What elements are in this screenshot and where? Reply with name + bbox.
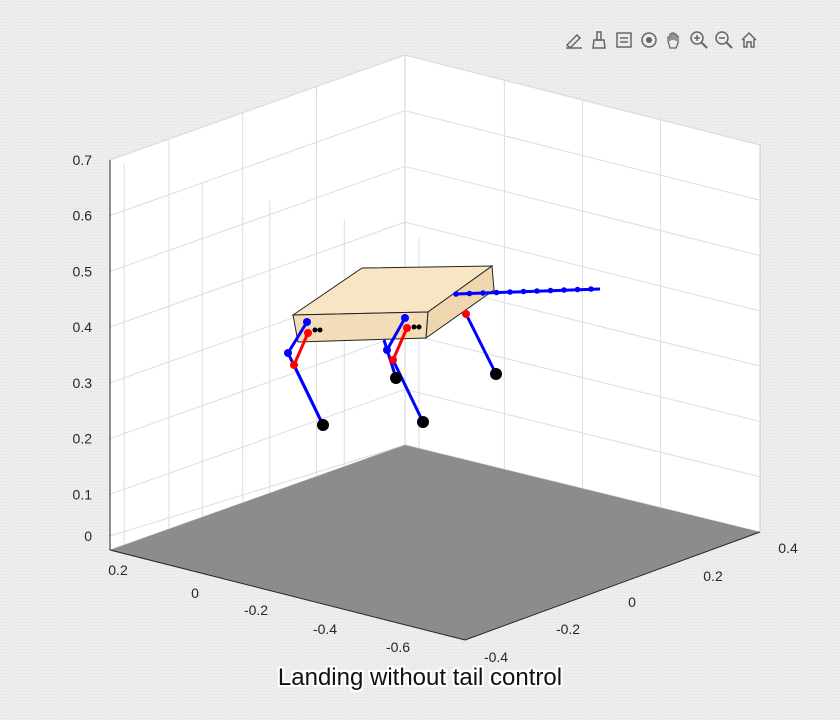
pan-hand-icon[interactable] [662, 28, 686, 52]
z-gridline [109, 110, 406, 217]
tail-joint [480, 290, 486, 296]
tail-joint [453, 291, 459, 297]
leg-joint [389, 356, 397, 364]
z-tick-label: 0.1 [73, 486, 93, 502]
leg-segment-red [292, 332, 310, 366]
z-tick-label: 0.4 [73, 319, 93, 335]
leg-segment [385, 317, 407, 351]
y-tick-label: 0 [628, 594, 636, 610]
tail-joint [534, 288, 540, 294]
edit-plot-icon[interactable] [562, 28, 586, 52]
leg-joint [304, 329, 312, 337]
hip-marker [416, 324, 422, 330]
foot-marker [317, 419, 329, 431]
y-tick-label: 0.4 [778, 540, 798, 556]
z-tick-label: 0.2 [73, 431, 93, 447]
leg-segment [464, 313, 498, 375]
z-gridline [109, 165, 406, 272]
x-tick-label: -0.2 [244, 602, 268, 618]
x-tick-label: 0 [191, 585, 199, 601]
y-tick-label: 0.2 [703, 568, 723, 584]
leg-front-left [284, 318, 329, 431]
leg-rear-far [462, 310, 502, 380]
leg-joint [403, 324, 411, 332]
rotate-3d-icon[interactable] [637, 28, 661, 52]
x-tick-label: -0.6 [386, 639, 410, 655]
leg-joint [284, 349, 292, 357]
y-axis-line [464, 531, 761, 641]
tail-joint [574, 286, 581, 293]
z-tick-label: 0 [84, 528, 92, 544]
tail-joint [520, 288, 527, 295]
tail-joint [547, 287, 554, 294]
y-tick-label: -0.2 [556, 621, 580, 637]
home-icon[interactable] [737, 28, 761, 52]
leg-segment [286, 321, 309, 354]
tail-joint [507, 289, 513, 295]
x-tick-label: -0.4 [313, 621, 337, 637]
brush-icon[interactable] [587, 28, 611, 52]
z-tick-label: 0.3 [73, 375, 93, 391]
x-axis-line [109, 549, 466, 641]
tail [453, 286, 601, 297]
axes-toolbar [562, 28, 761, 52]
data-tips-icon[interactable] [612, 28, 636, 52]
tail-joint [561, 287, 567, 293]
leg-joint [383, 346, 391, 354]
leg-joint [303, 318, 311, 326]
hip-marker [317, 327, 323, 333]
z-gridline [109, 54, 406, 161]
z-tick-label: 0.5 [73, 263, 93, 279]
leg-front-right [382, 314, 429, 428]
leg-segment-red [391, 327, 409, 361]
z-gridline [109, 388, 406, 495]
y-tick-label: -0.4 [484, 649, 508, 665]
x-tick-label: 0.2 [108, 562, 128, 578]
z-tick-label: 0.6 [73, 208, 93, 224]
z-tick-label: 0.7 [73, 152, 93, 168]
tick-labels: 0 0.1 0.2 0.3 0.4 0.5 0.6 0.7 0.2 0 -0.2 -0.4 -0.6 -0… [73, 152, 798, 665]
hip-marker [312, 327, 318, 333]
hip-marker [411, 324, 417, 330]
video-caption: Landing without tail control [277, 664, 563, 691]
z-gridline [109, 333, 406, 440]
tail-joint [466, 290, 473, 297]
leg-segment [391, 359, 425, 423]
axes-box [109, 54, 761, 641]
z-gridline [109, 221, 406, 328]
foot-marker [390, 372, 402, 384]
tail-joint [588, 286, 594, 292]
zoom-out-icon[interactable] [712, 28, 736, 52]
leg-joint [462, 310, 470, 318]
leg-segment [292, 364, 325, 426]
body-side-face [425, 265, 495, 340]
zoom-in-icon[interactable] [687, 28, 711, 52]
foot-marker [417, 416, 429, 428]
z-gridline [109, 444, 406, 537]
robot-model [284, 265, 601, 431]
tail-joint [493, 289, 500, 296]
leg-joint [401, 314, 409, 322]
foot-marker [490, 368, 502, 380]
leg-joint [290, 361, 298, 369]
